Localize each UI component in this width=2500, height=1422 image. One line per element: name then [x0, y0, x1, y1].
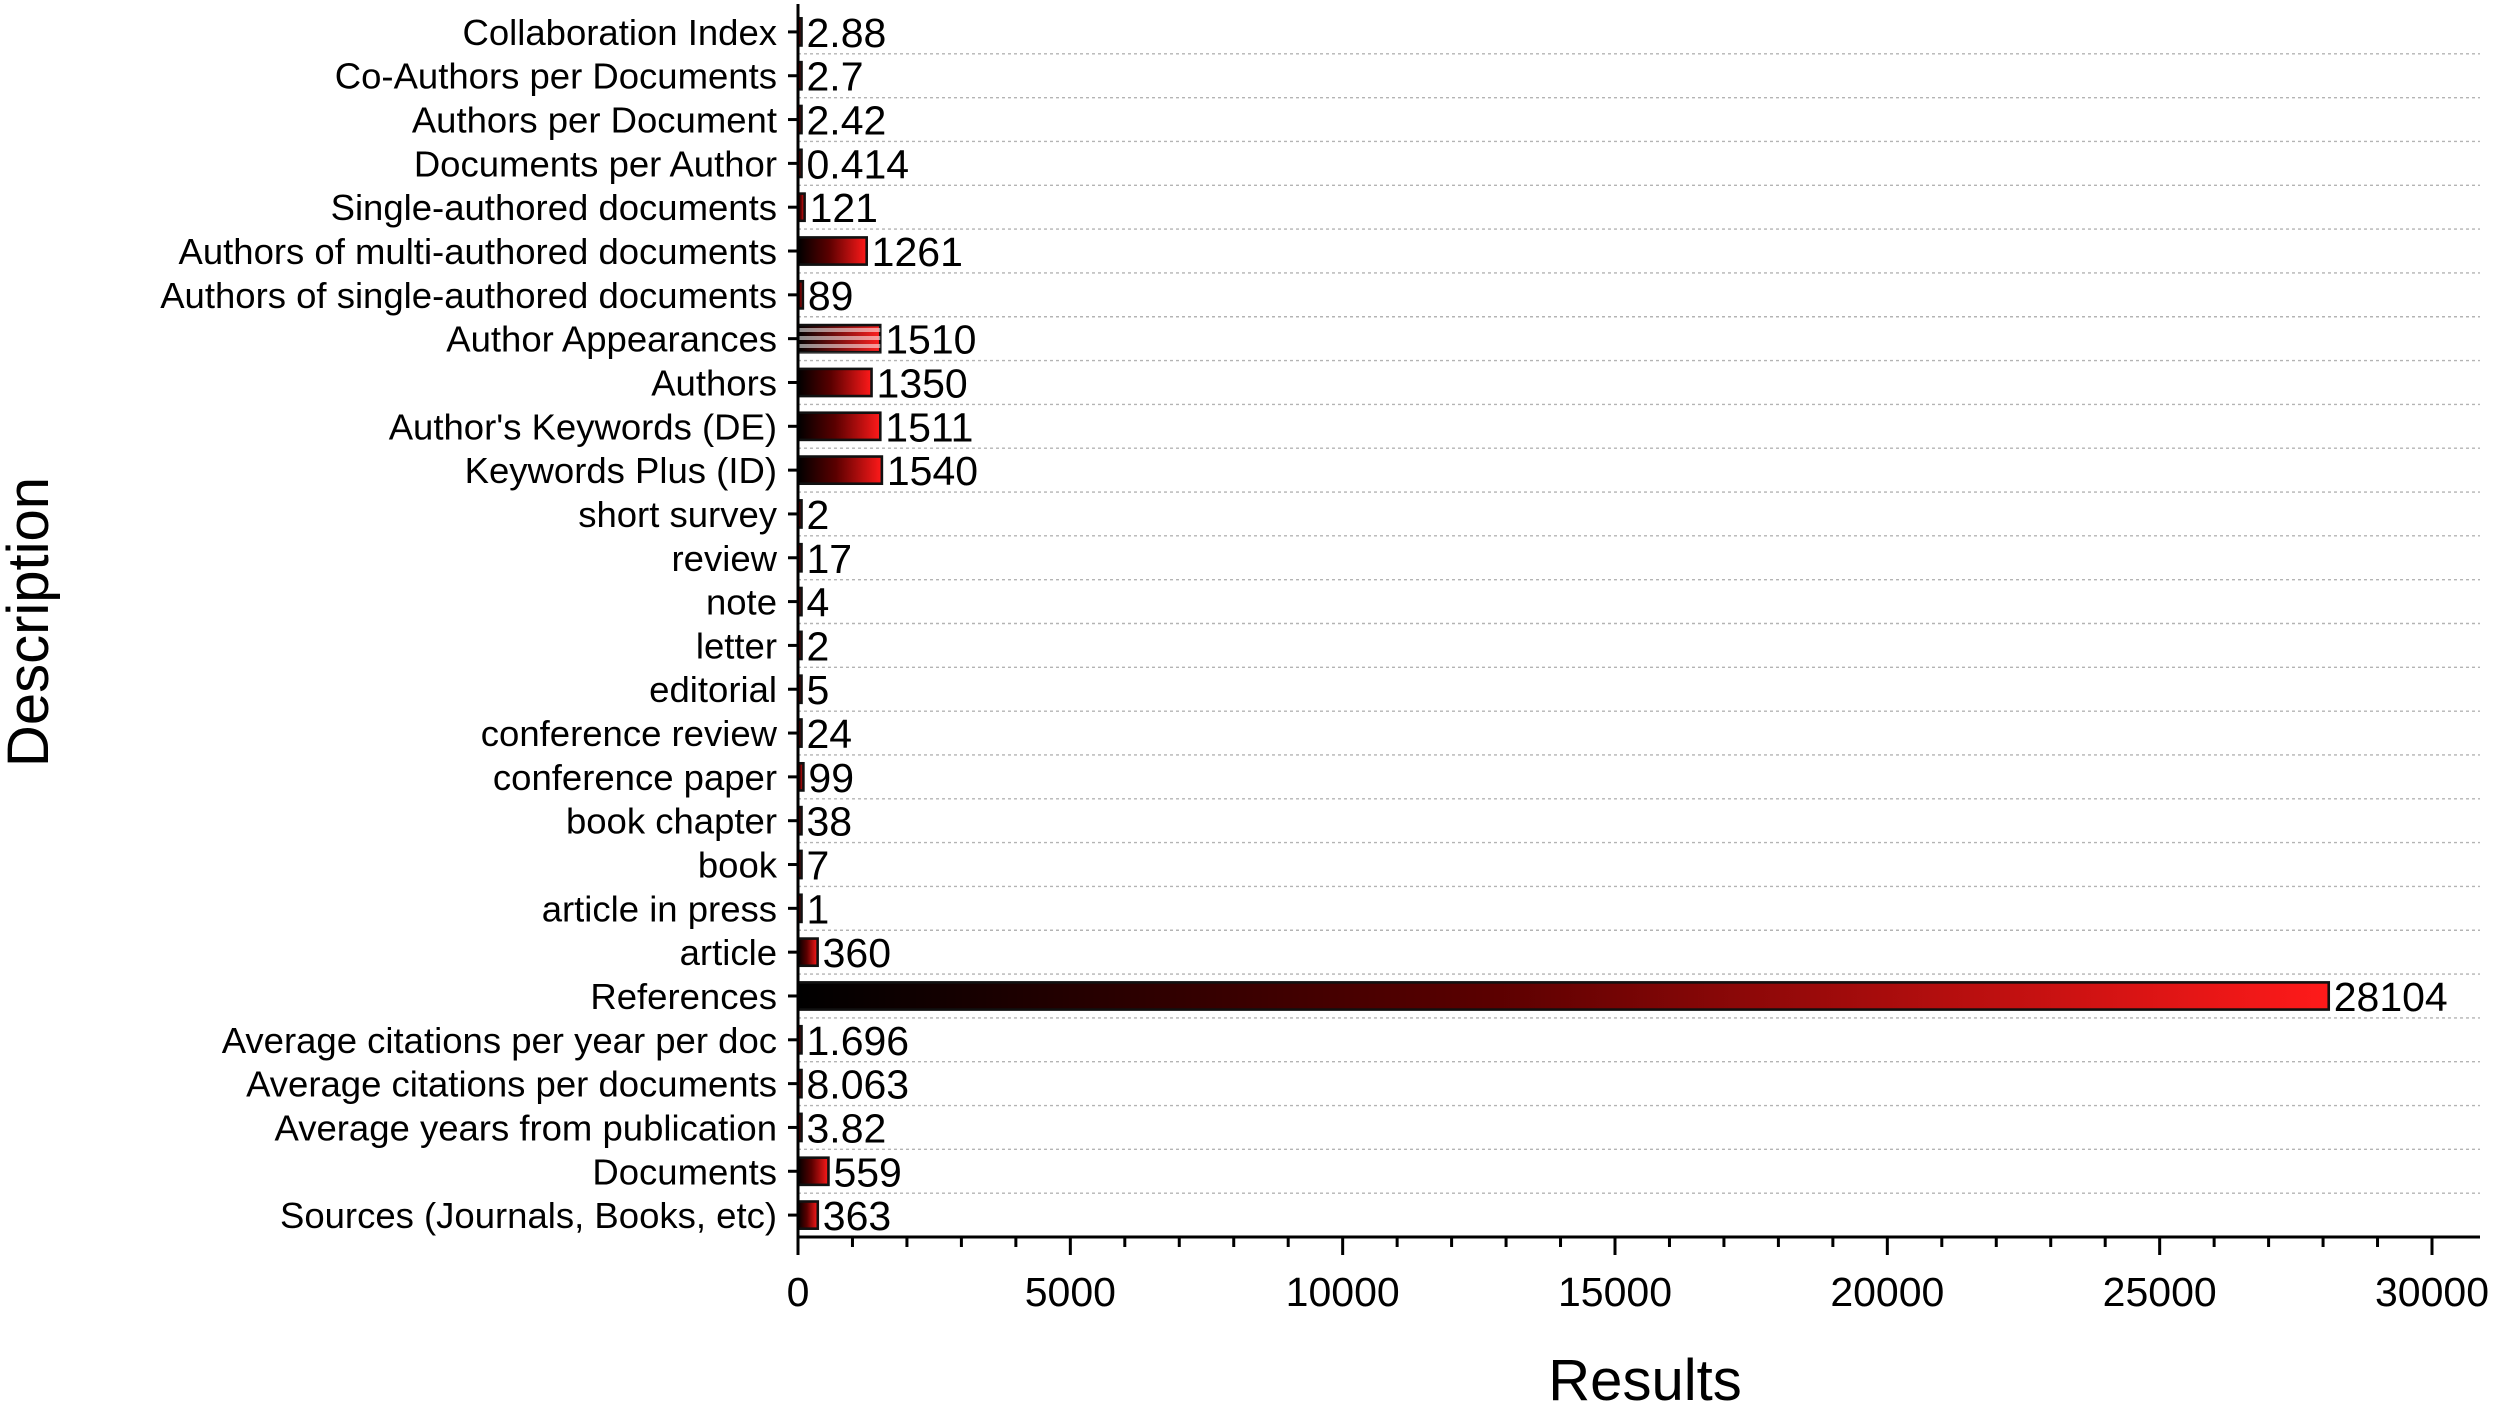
bar-documents [796, 1156, 830, 1187]
category-label: letter [696, 625, 777, 666]
data-label: 2.42 [807, 98, 887, 144]
category-label: Authors per Document [412, 100, 777, 141]
category-label: Average citations per year per doc [222, 1020, 777, 1061]
category-label: Author Appearances [446, 319, 777, 360]
data-label: 1510 [885, 317, 976, 363]
data-label: 0.414 [807, 141, 910, 187]
data-label: 363 [823, 1193, 891, 1239]
x-tick-label: 0 [787, 1269, 810, 1315]
x-tick-label: 30000 [2375, 1269, 2489, 1315]
category-label: book chapter [566, 801, 777, 842]
data-label: 559 [833, 1149, 901, 1195]
gridlines [798, 53, 2480, 1194]
category-label: Single-authored documents [331, 187, 777, 228]
data-label: 121 [810, 185, 878, 231]
data-label: 17 [807, 536, 853, 582]
category-label: conference paper [493, 757, 777, 798]
x-tick-label: 10000 [1286, 1269, 1400, 1315]
data-label: 2.88 [807, 10, 887, 56]
bar-authors-of-multi-authored-documents [796, 236, 868, 266]
category-label: short survey [578, 494, 778, 535]
data-label: 360 [823, 930, 891, 976]
category-label: References [590, 976, 777, 1017]
x-tick-label: 5000 [1025, 1269, 1116, 1315]
category-label: Co-Authors per Documents [335, 56, 777, 97]
bar-keywords-plus-id [796, 455, 884, 486]
bar-labels: Collaboration Index 2.88 Co-Authors per Do… [160, 10, 2448, 1239]
data-label: 2.7 [807, 54, 864, 100]
data-label: 38 [807, 799, 853, 845]
bar-authors [796, 367, 873, 398]
x-tick-label: 25000 [2103, 1269, 2217, 1315]
data-label: 1 [807, 886, 830, 932]
category-label: conference review [481, 713, 778, 754]
bars [796, 17, 2331, 1230]
data-label: 1350 [877, 360, 968, 406]
x-tick-label: 15000 [1558, 1269, 1672, 1315]
category-label: Authors [651, 362, 777, 403]
category-label: Keywords Plus (ID) [465, 450, 777, 491]
category-label: editorial [649, 669, 777, 710]
data-label: 99 [808, 755, 854, 801]
data-label: 3.82 [807, 1105, 887, 1151]
axes: 0 5000 10000 15000 20000 25000 30000 [787, 4, 2489, 1315]
data-label: 4 [807, 580, 830, 626]
x-axis-title: Results [1548, 1348, 1741, 1413]
bar-article [796, 937, 819, 968]
data-label: 2 [807, 492, 830, 538]
category-label: note [706, 582, 777, 623]
category-label: article in press [542, 888, 777, 929]
category-label: Authors of multi-authored documents [178, 231, 777, 272]
category-label: Documents per Author [414, 143, 777, 184]
data-label: 5 [807, 667, 830, 713]
bar-references [796, 981, 2331, 1011]
y-axis-title: Description [0, 477, 61, 767]
bar-author-s-keywords-de [796, 411, 882, 442]
category-label: article [680, 932, 777, 973]
bar-stripes-author-appearances [798, 325, 881, 353]
category-label: Documents [592, 1151, 777, 1192]
data-label: 7 [807, 843, 830, 889]
data-label: 2 [807, 623, 830, 669]
bar-sources-journals-books-etc [796, 1200, 820, 1230]
data-label: 89 [808, 273, 854, 319]
data-label: 28104 [2334, 974, 2448, 1020]
category-label: book [698, 845, 778, 886]
data-label: 1.696 [807, 1018, 910, 1064]
category-label: Collaboration Index [462, 12, 777, 53]
data-label: 8.063 [807, 1062, 910, 1108]
category-label: review [672, 538, 778, 579]
category-label: Average years from publication [275, 1107, 777, 1148]
x-tick-label: 20000 [1830, 1269, 1944, 1315]
data-label: 24 [807, 711, 853, 757]
data-label: 1261 [872, 229, 963, 275]
category-label: Author's Keywords (DE) [389, 406, 777, 447]
data-label: 1511 [885, 404, 973, 450]
category-label: Sources (Journals, Books, etc) [280, 1195, 777, 1236]
category-label: Authors of single-authored documents [160, 275, 777, 316]
data-label: 1540 [887, 448, 978, 494]
category-label: Average citations per documents [246, 1064, 777, 1105]
